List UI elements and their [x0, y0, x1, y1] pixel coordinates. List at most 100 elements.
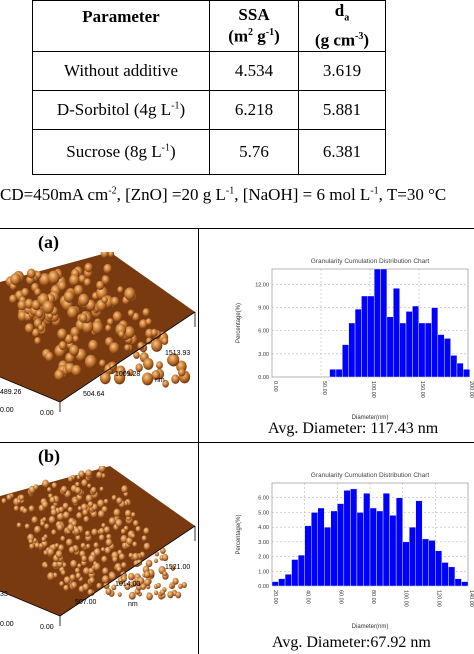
- afm-grain: [28, 538, 34, 545]
- afm-grain: [98, 466, 106, 473]
- afm-grain: [120, 535, 128, 543]
- table-row: Without additive 4.534 3.619: [32, 51, 386, 91]
- afm-grain: [44, 523, 50, 530]
- afm-grain: [111, 584, 117, 591]
- bar: [376, 510, 384, 587]
- afm-grain: [106, 533, 112, 540]
- afm-grain: [112, 311, 123, 322]
- afm-grain: [124, 509, 132, 518]
- bar: [380, 268, 388, 378]
- afm-grain: [35, 271, 42, 279]
- x-tick-label: 50.00: [321, 381, 327, 395]
- afm-grain: [73, 527, 80, 535]
- afm-grain: [168, 583, 173, 589]
- afm-grain: [108, 517, 116, 526]
- afm-tick: 0.00: [0, 621, 14, 628]
- afm-grain: [96, 582, 102, 590]
- afm-grain: [128, 591, 136, 600]
- x-axis-label: Diameter(nm): [352, 415, 389, 421]
- y-tick-label: 2.00: [258, 555, 269, 561]
- avg-diameter-b: Avg. Diameter:67.92 nm: [272, 634, 431, 651]
- bar: [431, 307, 439, 378]
- header-da: da (g cm-3): [298, 0, 386, 52]
- afm-grain: [146, 337, 153, 345]
- bar: [329, 369, 337, 378]
- afm-grain: [161, 553, 169, 562]
- table-row: D-Sorbitol (4g L-1) 6.218 5.881: [32, 90, 386, 130]
- afm-grain: [48, 516, 56, 524]
- afm-grain: [102, 567, 109, 575]
- chart-b: Granularity Cumulation Distribution Char…: [236, 472, 474, 630]
- x-tick-label: 140.00: [468, 590, 474, 607]
- bar: [428, 540, 436, 587]
- afm-grain: [63, 584, 69, 592]
- y-axis-label: Percentage(%): [236, 303, 242, 343]
- bar: [363, 493, 371, 587]
- afm-grain: [31, 299, 41, 311]
- afm-grain: [40, 521, 45, 527]
- afm-grain: [16, 522, 22, 528]
- afm-grain: [59, 581, 65, 587]
- afm-grain: [58, 544, 65, 552]
- bar: [324, 526, 332, 587]
- afm-image-b: 1521.00 1014.00 507.00 33 0.00 0.00 nm: [0, 466, 196, 631]
- afm-grain: [101, 296, 108, 304]
- afm-grain: [113, 508, 121, 517]
- avg-diameter-a: Avg. Diameter: 117.43 nm: [268, 420, 439, 437]
- bar: [278, 578, 286, 587]
- bar: [330, 510, 338, 587]
- afm-grain: [54, 543, 60, 549]
- afm-grain: [6, 494, 12, 501]
- bar: [348, 322, 356, 378]
- afm-grain: [108, 572, 117, 581]
- bar: [361, 295, 368, 378]
- bar: [310, 512, 318, 587]
- afm-grain: [1, 498, 7, 504]
- afm-grain: [105, 587, 112, 595]
- afm-grain: [64, 334, 74, 345]
- x-tick-label: 100.00: [370, 381, 376, 398]
- afm-tick: 489.26: [0, 389, 22, 396]
- row-param: Sucrose (8g L-1): [32, 129, 210, 175]
- afm-grain: [128, 581, 135, 588]
- y-tick-label: 1.00: [258, 569, 269, 575]
- row-param: D-Sorbitol (4g L-1): [32, 90, 210, 130]
- bar: [422, 538, 429, 587]
- afm-grain: [91, 320, 104, 335]
- afm-grain: [117, 286, 124, 294]
- y-tick-label: 6.00: [258, 496, 269, 502]
- afm-grain: [171, 374, 180, 384]
- afm-grain: [140, 583, 147, 590]
- afm-grain: [21, 287, 30, 298]
- bar: [386, 316, 394, 378]
- afm-grain: [85, 543, 91, 550]
- row-da: 3.619: [298, 51, 386, 91]
- afm-grain: [99, 371, 111, 385]
- afm-grain: [170, 564, 176, 571]
- x-axis-label: Diameter(nm): [352, 624, 389, 630]
- afm-grain: [51, 529, 57, 536]
- afm-tick: 0.00: [40, 624, 54, 631]
- afm-grain: [35, 309, 44, 319]
- afm-grain: [41, 500, 49, 509]
- afm-grain: [78, 293, 90, 307]
- bar: [454, 578, 462, 587]
- afm-grain: [128, 572, 135, 581]
- afm-grain: [100, 252, 109, 259]
- afm-grain: [151, 370, 161, 381]
- afm-grain: [34, 337, 41, 345]
- afm-grain: [137, 341, 145, 351]
- afm-grain: [62, 511, 70, 520]
- afm-grain: [37, 324, 45, 332]
- afm-grain: [151, 339, 163, 352]
- afm-grain: [105, 538, 113, 547]
- bar: [335, 369, 343, 378]
- afm-grain: [81, 503, 88, 512]
- x-tick-label: 20.00: [272, 590, 278, 604]
- afm-grain: [127, 369, 134, 377]
- afm-grain: [96, 471, 103, 479]
- afm-grain: [105, 324, 112, 332]
- bar: [356, 512, 364, 587]
- afm-grain: [17, 300, 27, 311]
- bar: [350, 488, 358, 587]
